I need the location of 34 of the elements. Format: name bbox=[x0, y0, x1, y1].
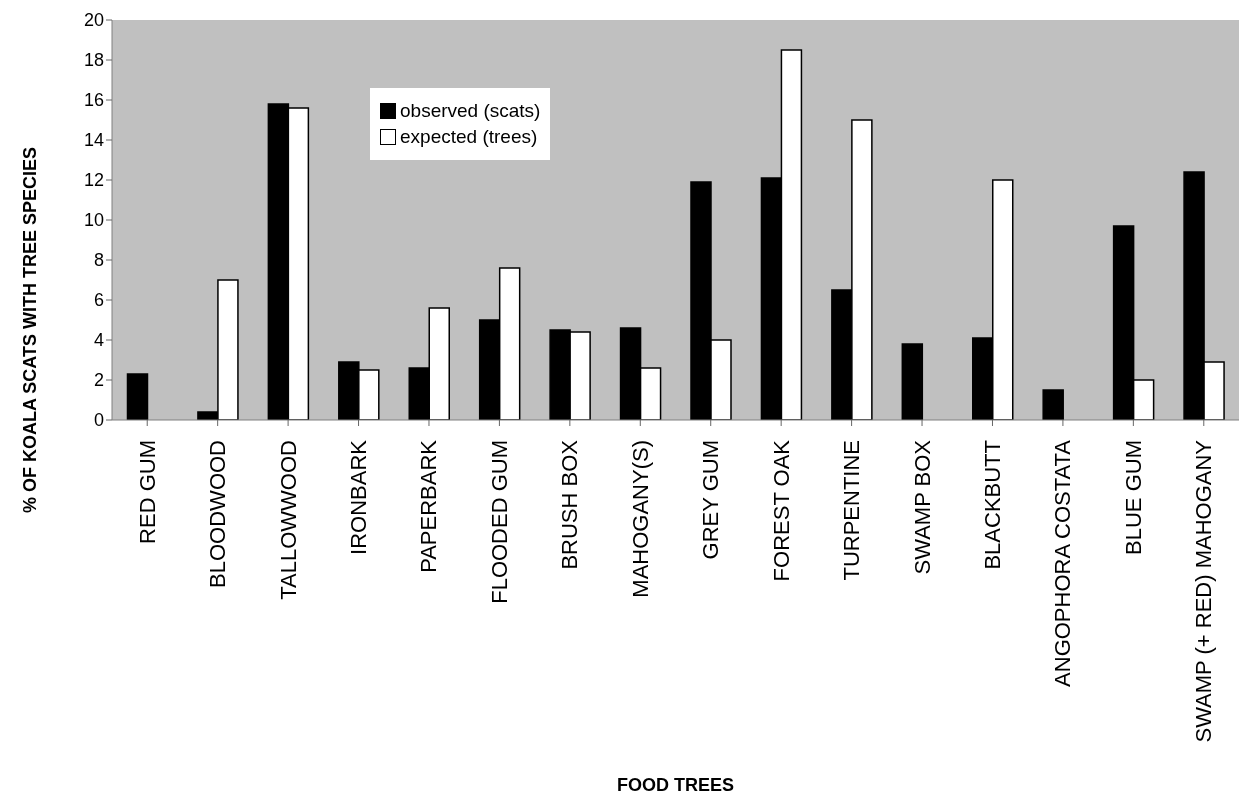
x-tick-label: TURPENTINE bbox=[839, 440, 865, 581]
legend-label: observed (scats) bbox=[400, 100, 541, 122]
legend-label: expected (trees) bbox=[400, 126, 538, 148]
x-tick-label: RED GUM bbox=[134, 440, 160, 544]
x-tick-label: MAHOGANY(S) bbox=[627, 440, 653, 598]
x-tick-label: ANGOPHORA COSTATA bbox=[1050, 439, 1076, 687]
y-tick-label: 20 bbox=[83, 10, 104, 31]
x-tick-label: SWAMP BOX bbox=[909, 439, 935, 575]
x-tick-label: BLUE GUM bbox=[1120, 440, 1146, 555]
x-tick-label: BLOODWOOD bbox=[205, 440, 231, 588]
y-tick-label: 10 bbox=[83, 210, 104, 231]
x-axis-title: FOOD TREES bbox=[616, 775, 735, 795]
bar bbox=[126, 373, 149, 420]
x-tick-label: PAPERBARK bbox=[416, 439, 442, 573]
y-tick-label: 16 bbox=[83, 90, 104, 111]
y-tick-label: 12 bbox=[83, 170, 104, 191]
x-tick-label: GREY GUM bbox=[698, 440, 724, 560]
x-tick-label: BLACKBUTT bbox=[979, 440, 1005, 570]
y-tick-label: 18 bbox=[83, 50, 104, 71]
y-tick-label: 8 bbox=[93, 250, 104, 271]
y-tick-label: 0 bbox=[93, 410, 104, 431]
y-tick-label: 6 bbox=[93, 290, 104, 311]
x-tick-label: IRONBARK bbox=[346, 439, 372, 555]
x-tick-label: SWAMP (+ RED) MAHOGANY bbox=[1191, 439, 1217, 743]
y-tick-label: 2 bbox=[93, 370, 104, 391]
y-tick-label: 14 bbox=[83, 130, 104, 151]
bar bbox=[1042, 389, 1064, 420]
x-tick-label: FOREST OAK bbox=[768, 439, 794, 582]
y-axis-title: % OF KOALA SCATS WITH TREE SPECIES bbox=[20, 146, 40, 514]
bar bbox=[901, 343, 924, 420]
y-tick-label: 4 bbox=[93, 330, 104, 351]
x-tick-label: BRUSH BOX bbox=[557, 439, 583, 570]
x-tick-label: FLOODED GUM bbox=[486, 440, 512, 604]
x-tick-label: TALLOWWOOD bbox=[275, 440, 301, 600]
